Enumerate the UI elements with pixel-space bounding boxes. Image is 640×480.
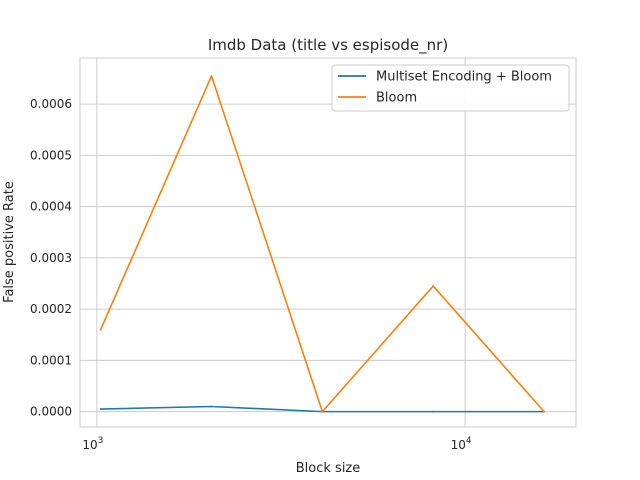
legend-entry: Bloom	[376, 91, 417, 106]
data-point	[543, 410, 546, 413]
y-tick-label: 0.0002	[30, 302, 72, 316]
data-point	[210, 405, 213, 408]
x-tick-label: 104	[451, 436, 472, 452]
legend: Multiset Encoding + Bloom Bloom	[331, 64, 570, 112]
plot-frame	[79, 57, 577, 428]
grid	[80, 58, 576, 427]
data-point	[210, 75, 213, 77]
y-tick-label: 0.0004	[30, 200, 72, 214]
data-point	[99, 408, 102, 410]
legend-box	[331, 64, 570, 112]
x-tick-label: 103	[82, 436, 103, 452]
series-lines	[99, 75, 546, 413]
y-tick-label: 0.0000	[30, 405, 72, 419]
y-tick-label: 0.0005	[30, 148, 72, 162]
y-tick-labels: 0.0000 0.0001 0.0002 0.0003 0.0004 0.0005 0.00…	[30, 97, 72, 419]
x-tick-labels: 103 104	[82, 436, 472, 452]
plot-background	[80, 58, 576, 427]
data-point	[432, 410, 435, 413]
chart-title: Imdb Data (title vs espisode_nr)	[208, 36, 448, 55]
y-tick-label: 0.0001	[30, 353, 72, 367]
data-point	[321, 410, 324, 413]
y-tick-label: 0.0006	[30, 97, 72, 111]
data-point	[432, 285, 435, 287]
x-axis-label: Block size	[296, 461, 361, 476]
y-tick-label: 0.0003	[30, 251, 72, 265]
y-axis-label: False positive Rate	[2, 181, 17, 303]
data-point	[99, 328, 102, 331]
legend-entry: Multiset Encoding + Bloom	[376, 70, 552, 85]
